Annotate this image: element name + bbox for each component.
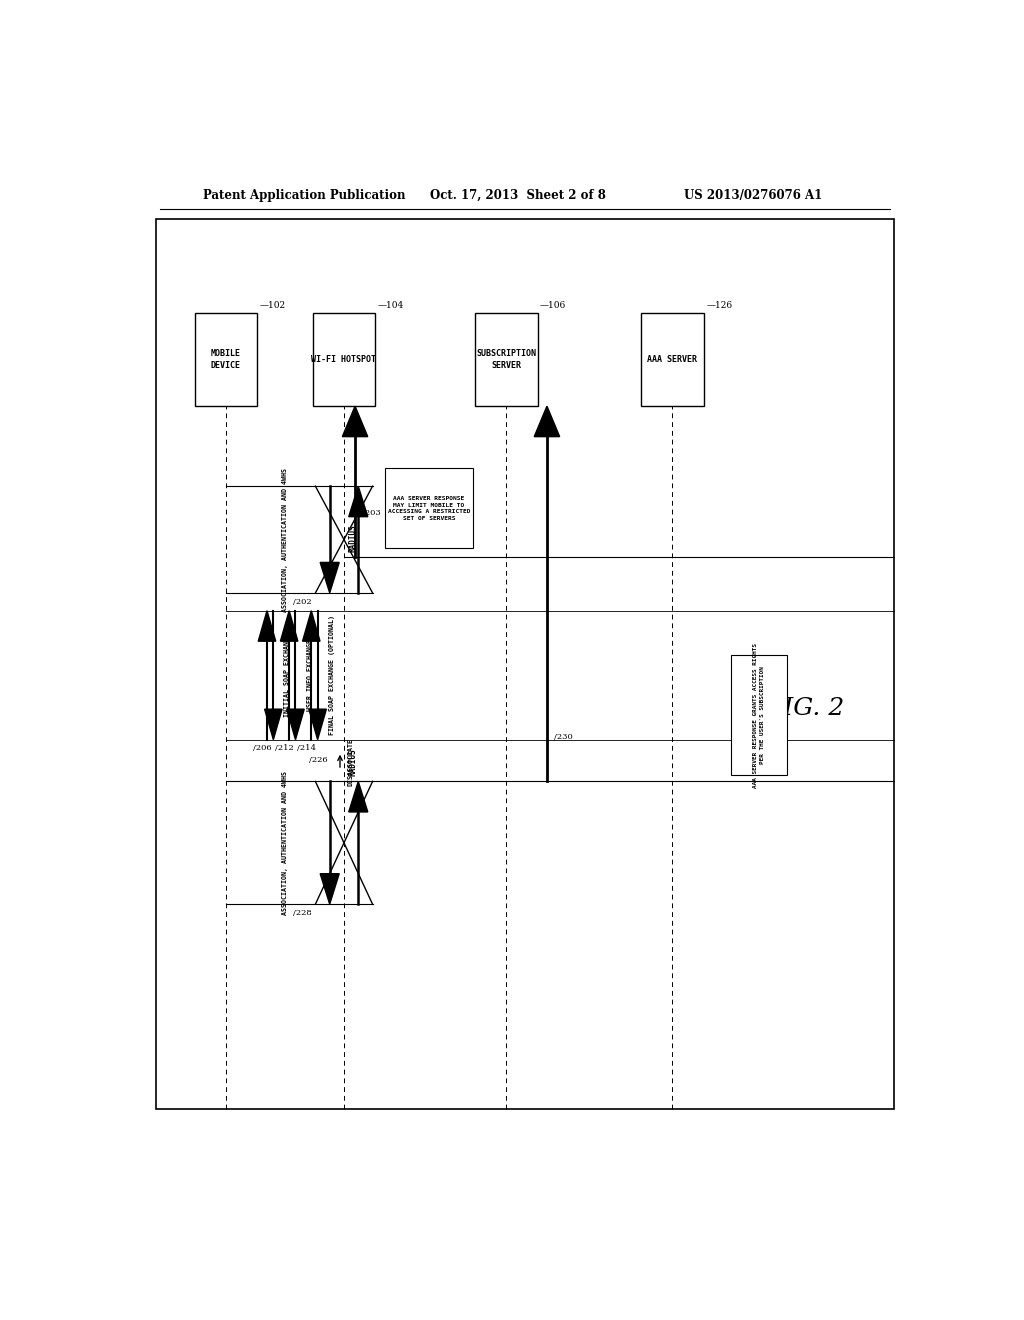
Text: /214: /214 [297,743,316,751]
Text: INITIAL SOAP EXCHANGE: INITIAL SOAP EXCHANGE [285,634,291,717]
Text: SUBSCRIPTION
SERVER: SUBSCRIPTION SERVER [476,350,537,370]
Text: ASSOCIATION, AUTHENTICATION AND 4WHS: ASSOCIATION, AUTHENTICATION AND 4WHS [282,771,288,915]
Polygon shape [342,407,368,437]
Polygon shape [349,781,368,812]
Text: AAA SERVER RESPONSE
MAY LIMIT MOBILE TO
ACCESSING A RESTRICTED
SET OF SERVERS: AAA SERVER RESPONSE MAY LIMIT MOBILE TO … [388,496,470,521]
Bar [195,313,257,407]
Text: /212: /212 [275,743,294,751]
Bar [385,469,473,548]
Text: RADIUS: RADIUS [349,748,357,776]
Text: —126: —126 [707,301,732,310]
Polygon shape [321,874,339,904]
Text: FINAL SOAP EXCHANGE (OPTIONAL): FINAL SOAP EXCHANGE (OPTIONAL) [329,615,335,735]
Bar [156,219,894,1109]
Polygon shape [281,611,298,642]
Polygon shape [349,486,368,516]
Text: /230: /230 [554,733,572,741]
Bar [731,655,786,775]
Polygon shape [321,562,339,593]
Polygon shape [258,611,275,642]
Text: AAA SERVER: AAA SERVER [647,355,697,364]
Text: US 2013/0276076 A1: US 2013/0276076 A1 [684,189,822,202]
Text: FIG. 2: FIG. 2 [766,697,845,719]
Polygon shape [287,709,304,739]
Bar [475,313,538,407]
Bar [312,313,376,407]
Polygon shape [535,407,560,437]
Text: AAA SERVER RESPONSE GRANTS ACCESS RIGHTS
PER THE USER'S SUBSCRIPTION: AAA SERVER RESPONSE GRANTS ACCESS RIGHTS… [754,643,765,788]
Text: —102: —102 [260,301,286,310]
Polygon shape [302,611,321,642]
Text: USER INFO EXCHANGE: USER INFO EXCHANGE [306,639,312,711]
Text: /202: /202 [293,598,311,606]
Bar [641,313,703,407]
Text: WI-FI HOTSPOT: WI-FI HOTSPOT [311,355,377,364]
Polygon shape [309,709,327,739]
Text: MOBILE
DEVICE: MOBILE DEVICE [211,350,241,370]
Text: ASSOCIATION, AUTHENTICATION AND 4WHS: ASSOCIATION, AUTHENTICATION AND 4WHS [282,467,288,611]
Polygon shape [264,709,282,739]
Text: /203: /203 [362,508,381,516]
Text: Patent Application Publication: Patent Application Publication [204,189,406,202]
Text: /226: /226 [309,756,328,764]
Text: /228: /228 [293,909,311,917]
Text: —106: —106 [540,301,566,310]
Text: /206: /206 [253,743,271,751]
Text: Oct. 17, 2013  Sheet 2 of 8: Oct. 17, 2013 Sheet 2 of 8 [430,189,605,202]
Text: —104: —104 [378,301,404,310]
Text: DISASSOCIATE: DISASSOCIATE [348,738,354,785]
Text: RADIUS: RADIUS [349,524,357,552]
